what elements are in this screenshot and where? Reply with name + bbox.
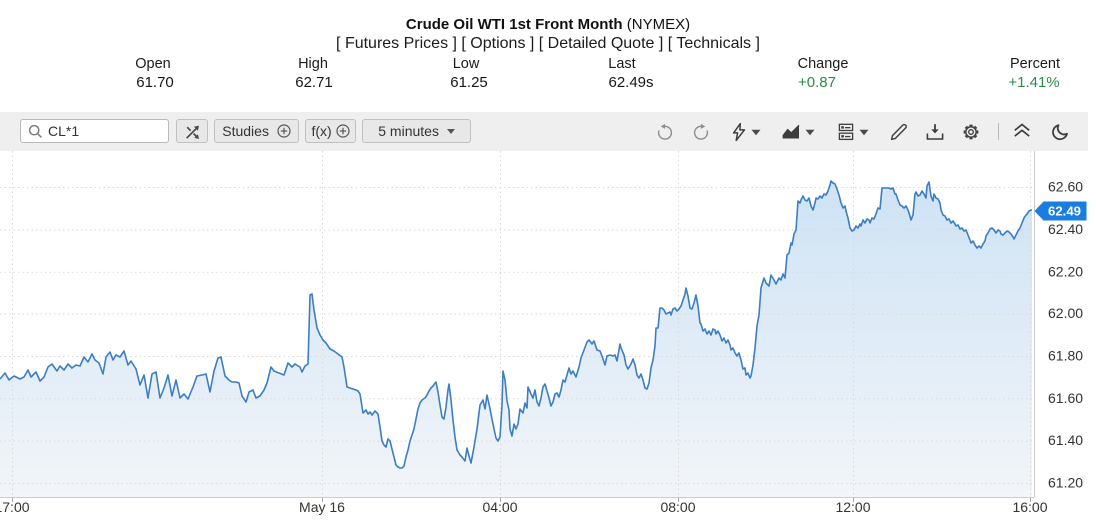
svg-text:62.00: 62.00: [1048, 305, 1083, 321]
svg-text:62.49: 62.49: [1048, 204, 1081, 219]
svg-text:61.20: 61.20: [1048, 475, 1083, 491]
svg-text:16:00: 16:00: [1012, 499, 1047, 515]
svg-text:04:00: 04:00: [482, 499, 517, 515]
svg-text:61.80: 61.80: [1048, 348, 1083, 364]
svg-text:12:00: 12:00: [835, 499, 870, 515]
svg-text:08:00: 08:00: [660, 499, 695, 515]
svg-text:62.60: 62.60: [1048, 179, 1083, 195]
svg-text:62.20: 62.20: [1048, 263, 1083, 279]
svg-text:May 16: May 16: [299, 499, 345, 515]
svg-text:61.40: 61.40: [1048, 432, 1083, 448]
svg-text:62.40: 62.40: [1048, 221, 1083, 237]
svg-text:61.60: 61.60: [1048, 390, 1083, 406]
svg-text:17:00: 17:00: [0, 499, 30, 515]
